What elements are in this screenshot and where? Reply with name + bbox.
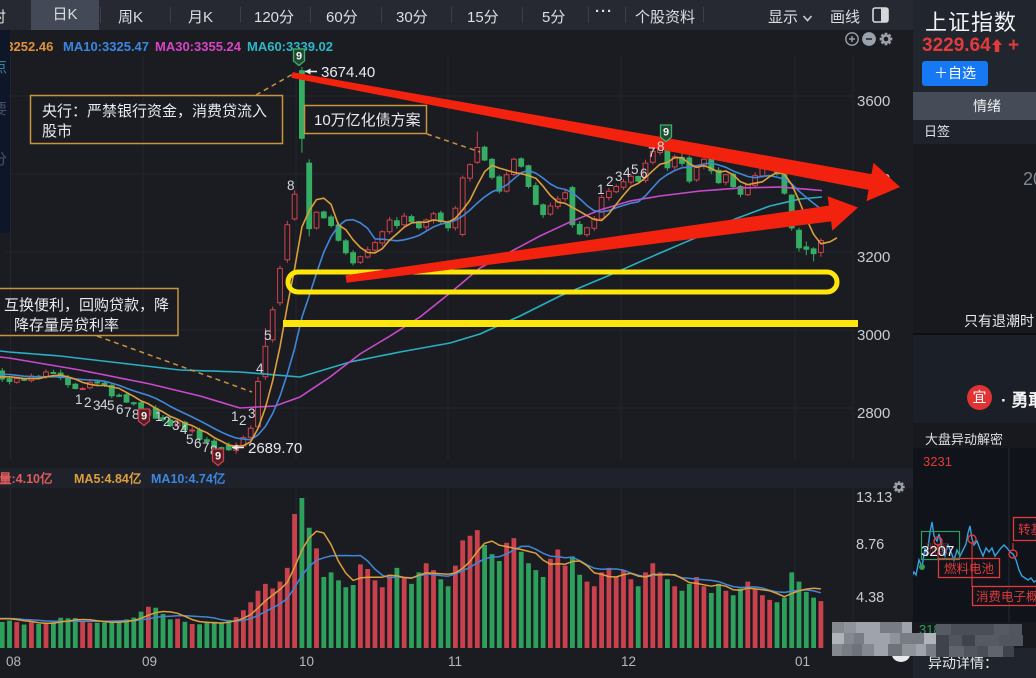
svg-text:5: 5 [264,328,272,343]
svg-text:1: 1 [155,409,163,424]
svg-text:1: 1 [597,182,605,197]
svg-text:3000: 3000 [857,327,890,344]
svg-text:6: 6 [194,436,202,451]
svg-text:MA30:3355.24: MA30:3355.24 [155,39,242,54]
svg-text:3231: 3231 [923,454,952,469]
svg-text:燃料电池: 燃料电池 [944,561,995,576]
svg-text:5: 5 [631,162,639,177]
svg-text:3: 3 [93,398,101,413]
svg-text:4: 4 [256,361,264,376]
svg-text:2800: 2800 [857,405,890,422]
svg-text:09: 09 [142,654,157,669]
svg-text:2: 2 [606,174,614,189]
svg-text:4.38: 4.38 [856,590,884,606]
svg-text:12: 12 [621,654,636,669]
svg-text:4: 4 [100,397,108,412]
svg-text:13.13: 13.13 [856,490,892,506]
svg-text:2: 2 [239,413,247,428]
svg-text:1: 1 [75,392,83,407]
svg-text:3600: 3600 [857,93,890,110]
svg-text:9: 9 [141,411,147,423]
svg-text:3: 3 [248,406,256,421]
svg-text:7: 7 [124,405,132,420]
svg-text:11: 11 [448,654,462,669]
svg-text:2: 2 [84,395,92,410]
svg-text:MA10:3325.47: MA10:3325.47 [63,39,149,54]
svg-text:3674.40: 3674.40 [321,64,375,81]
svg-text:MA5:4.84亿: MA5:4.84亿 [74,471,141,486]
svg-text:7: 7 [648,145,656,160]
svg-text:消费电子概: 消费电子概 [976,590,1036,604]
svg-text:降存量房贷利率: 降存量房贷利率 [14,317,119,334]
svg-text:量:4.10亿: 量:4.10亿 [0,471,53,486]
svg-text:互换便利，回购贷款，降: 互换便利，回购贷款，降 [4,297,169,314]
svg-text:股市: 股市 [42,123,72,140]
svg-text:7: 7 [202,440,210,455]
svg-text:8: 8 [132,407,140,422]
svg-text:MA60:3339.02: MA60:3339.02 [247,39,333,54]
svg-text:5: 5 [107,398,115,413]
svg-text:10万亿化债方案: 10万亿化债方案 [314,111,421,129]
svg-text:5: 5 [186,432,194,447]
svg-text:8.76: 8.76 [856,537,884,553]
svg-text:08: 08 [6,654,21,669]
svg-text:1: 1 [231,409,239,424]
svg-text:8: 8 [657,139,665,154]
svg-text:9: 9 [215,451,221,463]
svg-text:9: 9 [296,51,302,63]
svg-text:10: 10 [299,654,314,669]
svg-text:央行：严禁银行资金，消费贷流入: 央行：严禁银行资金，消费贷流入 [42,103,267,120]
svg-text:6: 6 [640,166,648,181]
svg-text:涨壹: 涨壹 [925,541,949,556]
svg-text:3: 3 [615,169,623,184]
svg-text:2: 2 [163,414,171,429]
svg-text:4: 4 [180,422,188,437]
svg-text:4: 4 [623,165,631,180]
svg-text:6: 6 [116,402,124,417]
svg-text:01: 01 [795,654,810,669]
svg-text:3: 3 [172,418,180,433]
svg-text:转基: 转基 [1018,522,1036,537]
svg-text:2689.70: 2689.70 [248,440,302,457]
svg-text::3252.46: :3252.46 [2,39,53,54]
svg-text:3200: 3200 [857,249,890,266]
svg-text:8: 8 [287,178,295,193]
svg-text:9: 9 [663,127,669,139]
svg-text:MA10:4.74亿: MA10:4.74亿 [151,471,225,486]
